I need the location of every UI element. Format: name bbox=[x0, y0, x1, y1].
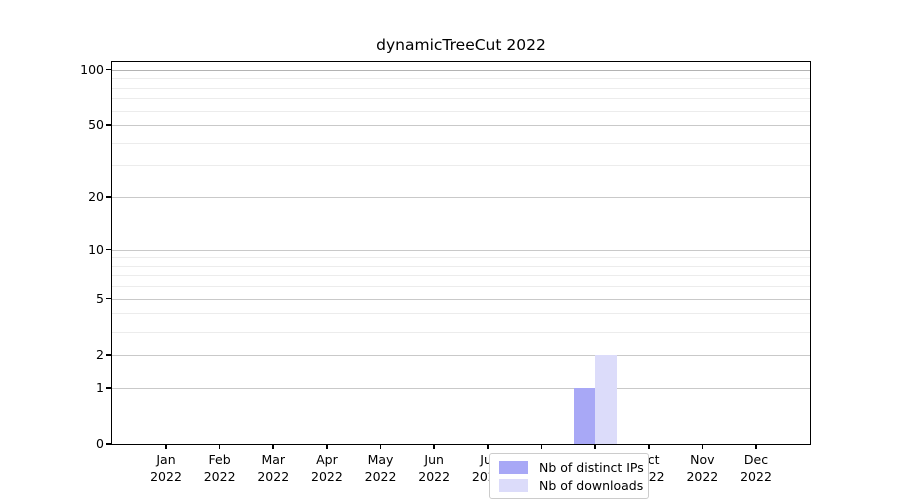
legend-label-downloads: Nb of downloads bbox=[539, 477, 644, 493]
gridline-minor bbox=[112, 110, 810, 112]
gridline-minor bbox=[112, 87, 810, 89]
x-tick-mark bbox=[701, 444, 704, 449]
y-tick-label: 5 bbox=[96, 290, 104, 306]
x-tick-label: Feb 2022 bbox=[203, 452, 236, 484]
y-tick-label: 2 bbox=[96, 346, 104, 362]
gridline-minor bbox=[112, 257, 810, 259]
x-tick-label: Mar 2022 bbox=[257, 452, 290, 484]
y-tick-label: 20 bbox=[88, 189, 104, 205]
y-tick-mark bbox=[105, 68, 111, 71]
gridline-major bbox=[112, 298, 810, 300]
gridline-major bbox=[112, 249, 810, 251]
gridline-minor bbox=[112, 275, 810, 277]
gridline-minor bbox=[112, 142, 810, 144]
x-tick-mark bbox=[647, 444, 650, 449]
x-tick-mark bbox=[326, 444, 328, 449]
x-tick-mark bbox=[272, 444, 275, 449]
y-tick-mark bbox=[105, 248, 111, 251]
gridline-minor bbox=[112, 98, 810, 100]
legend-swatch-downloads bbox=[499, 478, 528, 492]
legend: Nb of distinct IPs Nb of downloads bbox=[489, 453, 649, 499]
legend-label-distinct-ips: Nb of distinct IPs bbox=[539, 459, 644, 475]
x-tick-mark bbox=[540, 444, 543, 449]
y-tick-label: 1 bbox=[96, 379, 104, 395]
y-tick-mark bbox=[105, 443, 111, 445]
y-tick-mark bbox=[105, 196, 111, 198]
y-tick-mark bbox=[105, 386, 111, 389]
legend-swatch-distinct-ips bbox=[499, 460, 528, 474]
bar-nb-of-downloads bbox=[595, 354, 617, 444]
y-tick-mark bbox=[105, 297, 111, 300]
y-tick-label: 100 bbox=[80, 61, 104, 77]
plot-area: Nb of distinct IPs Nb of downloads bbox=[105, 61, 811, 499]
x-tick-mark bbox=[755, 444, 757, 449]
gridline-minor bbox=[112, 78, 810, 80]
x-tick-mark bbox=[433, 444, 435, 449]
legend-item-distinct-ips: Nb of distinct IPs bbox=[499, 460, 648, 475]
gridline-major bbox=[112, 387, 810, 389]
gridline-minor bbox=[112, 313, 810, 315]
x-tick-mark bbox=[165, 444, 167, 449]
y-tick-mark bbox=[105, 124, 111, 126]
y-tick-mark bbox=[105, 354, 111, 356]
gridline-major bbox=[112, 125, 810, 127]
x-tick-label: Jun 2022 bbox=[418, 452, 451, 484]
gridline-major bbox=[112, 354, 810, 356]
gridline-minor bbox=[112, 286, 810, 288]
y-tick-label: 0 bbox=[96, 436, 104, 451]
legend-item-downloads: Nb of downloads bbox=[499, 478, 648, 493]
x-tick-label: Nov 2022 bbox=[686, 452, 719, 484]
x-tick-label: Apr 2022 bbox=[311, 452, 343, 484]
bar-nb-of-distinct-ips bbox=[573, 387, 596, 444]
x-tick-mark bbox=[594, 444, 596, 449]
gridline-minor bbox=[112, 265, 810, 267]
x-tick-mark bbox=[379, 444, 382, 449]
x-tick-label: Dec 2022 bbox=[740, 452, 772, 484]
x-tick-mark bbox=[218, 444, 221, 449]
y-tick-label: 50 bbox=[88, 117, 104, 133]
gridline-minor bbox=[112, 165, 810, 167]
chart-title: dynamicTreeCut 2022 bbox=[376, 36, 546, 54]
gridline-minor bbox=[112, 331, 810, 333]
x-tick-mark bbox=[487, 444, 489, 449]
gridline-major bbox=[112, 69, 810, 71]
y-tick-label: 10 bbox=[88, 241, 104, 257]
gridline-major bbox=[112, 197, 810, 199]
x-tick-label: Jan 2022 bbox=[150, 452, 182, 484]
x-tick-label: May 2022 bbox=[364, 452, 397, 484]
